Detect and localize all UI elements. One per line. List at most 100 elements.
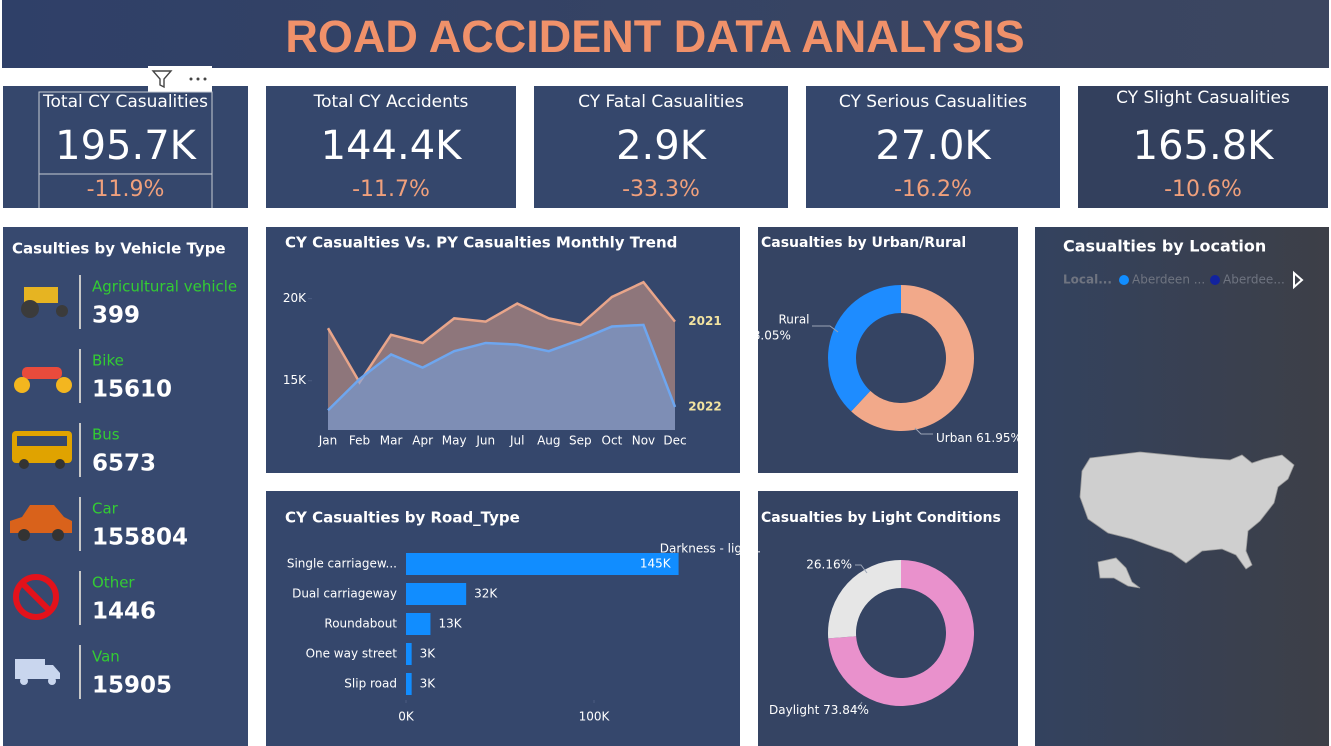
legend-swatch [1210, 275, 1220, 285]
donut-slice [827, 560, 901, 639]
icon-part [48, 677, 56, 685]
x-tick-label: Jun [475, 434, 495, 448]
vehicle-value: 399 [92, 303, 140, 329]
value-label: 3K [420, 677, 437, 691]
icon-part [15, 659, 45, 679]
value-label: 145K [640, 557, 672, 571]
us-map-alaska [1097, 557, 1141, 589]
panel-title: Casualties by Location [1063, 237, 1266, 256]
legend-next[interactable] [1293, 270, 1304, 290]
slice-label: Darkness - ligh... [660, 542, 761, 556]
vehicle-value: 15610 [92, 377, 172, 403]
kpi-value: 144.4K [321, 123, 464, 169]
area [328, 324, 675, 430]
visual-header-icons[interactable] [148, 66, 212, 92]
kpi-change: -11.7% [352, 177, 430, 202]
icon-part [13, 574, 59, 620]
icon-part [24, 287, 58, 303]
icon-part [20, 677, 28, 685]
legend-item: Aberdee... [1223, 273, 1285, 287]
kpi-value: 165.8K [1133, 123, 1276, 169]
chart-title: CY Casualties by Road_Type [285, 509, 520, 527]
x-tick-label: May [442, 434, 467, 448]
kpi-card [3, 86, 248, 208]
donut-slice [828, 560, 974, 706]
more-dot [189, 77, 193, 81]
icon-part [14, 377, 30, 393]
slice-category: Daylight [769, 703, 820, 717]
category-label: Single carriagew... [287, 557, 397, 571]
kpi-value: 2.9K [616, 123, 708, 169]
selection-outline [38, 91, 213, 175]
kpi-label: CY Fatal Casualities [578, 92, 744, 112]
dashboard-title: ROAD ACCIDENT DATA ANALYSIS [285, 11, 1024, 62]
value-label: 32K [474, 587, 498, 601]
category-label: One way street [306, 647, 398, 661]
icon-part [10, 505, 72, 533]
x-tick-label: Apr [412, 434, 433, 448]
vehicle-label: Other [92, 574, 135, 592]
vehicle-icon [15, 659, 60, 685]
vehicle-value: 6573 [92, 451, 156, 477]
bar [406, 553, 679, 575]
line [327, 323, 677, 412]
vehicle-label: Van [92, 648, 120, 666]
bar [406, 583, 467, 605]
icon-part [18, 529, 30, 541]
vehicle-icon [12, 431, 72, 469]
icon-part [19, 580, 53, 614]
series-label: 2022 [688, 400, 721, 414]
us-map [1079, 451, 1295, 570]
more-dot [196, 77, 200, 81]
panel-title: Casulties by Vehicle Type [12, 240, 226, 258]
x-tick-label: Aug [537, 434, 560, 448]
vehicle-label: Bus [92, 426, 120, 444]
y-tick-label: 20K [283, 291, 307, 305]
donut-slice [828, 285, 901, 412]
kpi-change: -11.9% [87, 177, 165, 202]
icon-part [22, 367, 62, 379]
icon-part [19, 459, 29, 469]
icon-part [17, 436, 67, 446]
vehicle-label: Car [92, 500, 119, 518]
slice-value: 61.95% [976, 431, 1022, 445]
icon-part [52, 529, 64, 541]
filter-icon[interactable] [151, 70, 173, 89]
slice-value: 38.05% [745, 329, 791, 343]
series-label: 2021 [688, 314, 721, 328]
slice-value: 26.16% [806, 558, 852, 572]
vehicle-label: Agricultural vehicle [92, 278, 237, 296]
leader-line [852, 701, 863, 709]
icon-part [21, 300, 39, 318]
kpi-label: Total CY Accidents [313, 92, 469, 112]
x-tick-label: 0K [398, 710, 415, 724]
bar [406, 613, 431, 635]
slice-value: 73.84% [823, 703, 869, 717]
header-band [2, 0, 1329, 68]
leader-line [914, 427, 933, 435]
value-label: 3K [420, 647, 437, 661]
legend-swatch [1119, 275, 1129, 285]
icon-part [45, 665, 60, 679]
kpi-card [534, 86, 788, 208]
vehicle-icon [13, 574, 59, 620]
x-tick-label: Dec [663, 434, 686, 448]
category-label: Slip road [344, 677, 397, 691]
category-label: Roundabout [324, 617, 397, 631]
slice-label: Rural [778, 313, 809, 327]
vehicle-icon [10, 505, 72, 541]
kpi-change: -33.3% [622, 177, 700, 202]
donut-slice [851, 285, 975, 432]
slice-label: Urban 61.95% [936, 431, 1022, 445]
icon-part [55, 459, 65, 469]
road-type-panel [266, 491, 740, 746]
leader-line [855, 564, 868, 574]
y-tick-label: 15K [283, 373, 307, 387]
vehicle-icon [14, 367, 72, 393]
x-tick-label: Sep [569, 434, 592, 448]
vehicle-label: Bike [92, 352, 124, 370]
kpi-card [1078, 86, 1328, 208]
chart-title: Casualties by Urban/Rural [761, 235, 966, 251]
bar [406, 643, 412, 665]
